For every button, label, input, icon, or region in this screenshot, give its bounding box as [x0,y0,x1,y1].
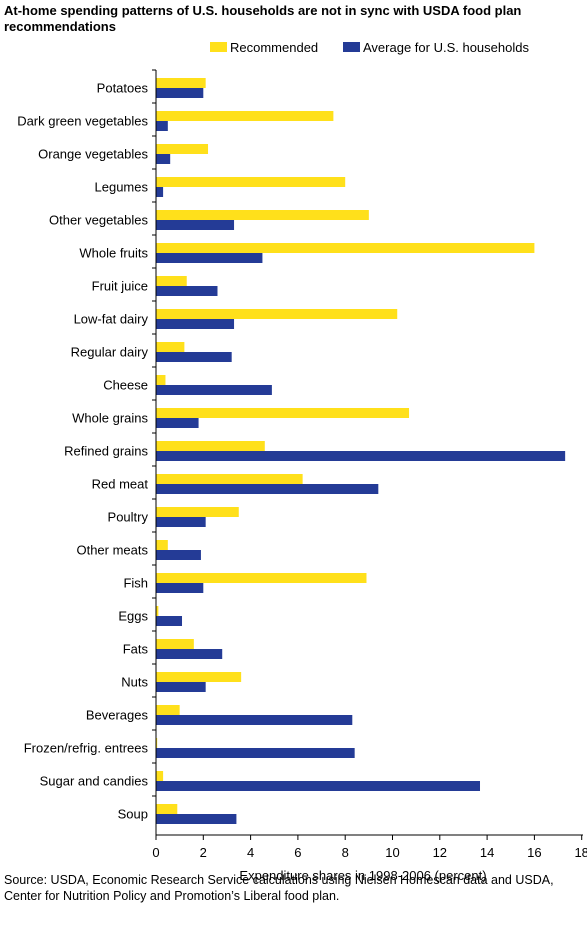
category-labels: Potatoes Dark green vegetables Orange vege… [17,69,156,822]
bar-recommended-red-meat [156,474,303,484]
category-label-whole-fruits: Whole fruits [79,246,148,261]
bar-recommended-whole-grains [156,408,410,418]
x-tick-label-10: 10 [385,845,399,860]
bar-recommended-whole-fruits [156,243,535,253]
x-tick-label-18: 18 [574,845,587,860]
bar-average-frozen-refrig-entrees [156,748,355,758]
bar-average-soup [156,814,237,824]
category-label-poultry: Poultry [108,510,149,525]
bar-average-eggs [156,616,183,626]
x-tick-label-16: 16 [527,845,541,860]
bar-average-cheese [156,385,272,395]
bar-average-fish [156,583,204,593]
x-tick-label-14: 14 [480,845,494,860]
bar-average-legumes [156,187,164,197]
bar-recommended-regular-dairy [156,342,185,352]
bar-average-other-vegetables [156,220,235,230]
category-label-fish: Fish [123,576,148,591]
bar-average-orange-vegetables [156,154,171,164]
x-tick-label-8: 8 [342,845,349,860]
category-label-low-fat-dairy: Low-fat dairy [74,312,149,327]
category-label-beverages: Beverages [86,708,149,723]
axes [155,70,583,836]
legend-label-average: Average for U.S. households [363,40,529,55]
category-label-legumes: Legumes [95,180,149,195]
bar-recommended-poultry [156,507,239,517]
x-tick-label-12: 12 [433,845,447,860]
category-label-whole-grains: Whole grains [72,411,148,426]
bar-recommended-low-fat-dairy [156,309,398,319]
category-label-eggs: Eggs [118,609,148,624]
bar-recommended-eggs [156,606,159,616]
bar-average-other-meats [156,550,201,560]
bar-recommended-other-vegetables [156,210,369,220]
bar-recommended-nuts [156,672,242,682]
bar-recommended-frozen-refrig-entrees [156,738,158,748]
category-label-soup: Soup [118,807,148,822]
bar-average-dark-green-vegetables [156,121,168,131]
x-axis-label: Expenditure shares in 1998-2006 (percent… [239,868,486,883]
bar-recommended-beverages [156,705,180,715]
bar-recommended-other-meats [156,540,168,550]
category-label-refined-grains: Refined grains [64,444,148,459]
bar-recommended-dark-green-vegetables [156,111,334,121]
bar-average-red-meat [156,484,379,494]
category-label-dark-green-vegetables: Dark green vegetables [17,114,148,129]
bar-recommended-soup [156,804,178,814]
bar-recommended-potatoes [156,78,206,88]
category-label-frozen-refrig-entrees: Frozen/refrig. entrees [24,741,149,756]
bar-average-poultry [156,517,206,527]
bar-average-nuts [156,682,206,692]
x-axis-ticks: 0 2 4 6 8 10 12 14 16 18 [152,835,587,860]
legend: Recommended Average for U.S. households [210,40,529,55]
bar-average-potatoes [156,88,204,98]
x-tick-label-0: 0 [152,845,159,860]
source-note: Source: USDA, Economic Research Service … [4,873,554,903]
category-label-orange-vegetables: Orange vegetables [38,147,148,162]
category-label-other-meats: Other meats [76,543,148,558]
x-tick-label-4: 4 [247,845,254,860]
bar-recommended-fats [156,639,194,649]
bar-average-whole-fruits [156,253,263,263]
category-label-fats: Fats [123,642,149,657]
x-tick-label-6: 6 [294,845,301,860]
bar-recommended-sugar-and-candies [156,771,164,781]
bar-average-refined-grains [156,451,566,461]
legend-swatch-average [343,42,360,52]
bar-recommended-fruit-juice [156,276,187,286]
bar-average-fats [156,649,223,659]
bar-average-sugar-and-candies [156,781,481,791]
category-label-other-vegetables: Other vegetables [49,213,149,228]
bar-average-regular-dairy [156,352,232,362]
category-label-red-meat: Red meat [92,477,149,492]
bar-recommended-orange-vegetables [156,144,209,154]
bar-average-fruit-juice [156,286,218,296]
category-label-nuts: Nuts [121,675,148,690]
bar-recommended-legumes [156,177,346,187]
category-label-regular-dairy: Regular dairy [71,345,149,360]
bar-recommended-refined-grains [156,441,265,451]
x-tick-label-2: 2 [200,845,207,860]
bars [156,78,566,824]
legend-swatch-recommended [210,42,227,52]
category-label-cheese: Cheese [103,378,148,393]
bar-recommended-cheese [156,375,166,385]
category-label-potatoes: Potatoes [97,81,149,96]
legend-label-recommended: Recommended [230,40,318,55]
category-label-fruit-juice: Fruit juice [92,279,148,294]
bar-average-low-fat-dairy [156,319,235,329]
bar-average-beverages [156,715,353,725]
bar-recommended-fish [156,573,367,583]
category-label-sugar-and-candies: Sugar and candies [40,774,149,789]
bar-average-whole-grains [156,418,199,428]
chart-title: At-home spending patterns of U.S. househ… [4,3,522,34]
